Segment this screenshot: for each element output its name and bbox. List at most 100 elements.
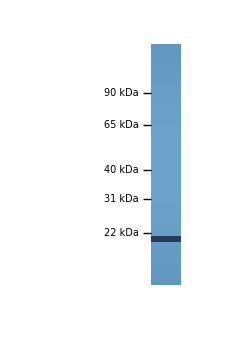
Bar: [151, 263, 181, 265]
Bar: [151, 195, 181, 196]
Bar: [151, 222, 181, 223]
Bar: [151, 273, 181, 274]
Bar: [151, 70, 181, 71]
Bar: [151, 245, 181, 246]
Bar: [151, 67, 181, 68]
Bar: [151, 137, 181, 138]
Bar: [151, 276, 181, 277]
Bar: [151, 47, 181, 48]
Bar: [151, 154, 181, 155]
Bar: [151, 237, 181, 238]
Bar: [151, 115, 181, 116]
Bar: [151, 161, 181, 162]
Bar: [151, 88, 181, 89]
Bar: [151, 267, 181, 269]
Bar: [151, 105, 181, 106]
Bar: [151, 99, 181, 100]
Bar: [151, 146, 181, 147]
Bar: [151, 239, 181, 240]
Bar: [151, 218, 181, 219]
Bar: [151, 120, 181, 121]
Bar: [151, 92, 181, 93]
Bar: [151, 152, 181, 154]
Bar: [151, 261, 181, 262]
Bar: [151, 143, 181, 144]
Bar: [151, 162, 181, 163]
Bar: [151, 277, 181, 278]
Bar: [151, 241, 181, 242]
Bar: [151, 147, 181, 148]
Bar: [151, 57, 181, 58]
Bar: [151, 173, 181, 174]
Bar: [151, 251, 181, 252]
Bar: [151, 44, 181, 45]
Bar: [151, 73, 181, 74]
Bar: [151, 139, 181, 140]
Bar: [151, 55, 181, 56]
Bar: [151, 83, 181, 84]
Bar: [151, 112, 181, 113]
Bar: [151, 249, 181, 250]
Bar: [151, 282, 181, 283]
Bar: [151, 194, 181, 195]
Bar: [151, 148, 181, 149]
Bar: [151, 242, 181, 243]
Bar: [151, 235, 181, 236]
Bar: [151, 267, 181, 268]
Bar: [151, 54, 181, 55]
Bar: [151, 167, 181, 168]
Bar: [151, 65, 181, 66]
Bar: [151, 270, 181, 271]
Bar: [151, 279, 181, 280]
Bar: [151, 272, 181, 273]
Bar: [151, 231, 181, 232]
Bar: [151, 138, 181, 139]
Bar: [151, 275, 181, 276]
Bar: [151, 165, 181, 166]
Bar: [151, 51, 181, 52]
Bar: [151, 141, 181, 142]
Bar: [151, 169, 181, 170]
Bar: [151, 284, 181, 285]
Bar: [151, 247, 181, 248]
Bar: [151, 83, 181, 84]
Bar: [151, 59, 181, 61]
Bar: [151, 250, 181, 252]
Bar: [151, 268, 181, 269]
Bar: [151, 131, 181, 132]
Bar: [151, 135, 181, 136]
Bar: [151, 187, 181, 188]
Bar: [151, 191, 181, 192]
Text: 31 kDa: 31 kDa: [104, 194, 139, 204]
Bar: [151, 233, 181, 234]
Bar: [151, 244, 181, 245]
Bar: [151, 63, 181, 64]
Bar: [151, 153, 181, 154]
Bar: [151, 133, 181, 135]
Text: 90 kDa: 90 kDa: [104, 88, 139, 98]
Bar: [151, 175, 181, 176]
Bar: [151, 91, 181, 92]
Bar: [151, 109, 181, 110]
Bar: [151, 98, 181, 99]
Text: 22 kDa: 22 kDa: [104, 228, 139, 238]
Bar: [151, 159, 181, 160]
Bar: [151, 84, 181, 86]
Bar: [151, 232, 181, 233]
Bar: [151, 207, 181, 208]
Bar: [151, 218, 181, 220]
Bar: [151, 176, 181, 177]
Bar: [151, 47, 181, 48]
Bar: [151, 183, 181, 184]
Bar: [151, 217, 181, 218]
Bar: [151, 150, 181, 151]
Bar: [151, 75, 181, 76]
Bar: [151, 246, 181, 247]
Bar: [151, 117, 181, 118]
Bar: [151, 190, 181, 191]
Bar: [151, 79, 181, 80]
Bar: [151, 219, 181, 220]
Bar: [151, 104, 181, 105]
Bar: [151, 177, 181, 178]
Bar: [151, 202, 181, 203]
